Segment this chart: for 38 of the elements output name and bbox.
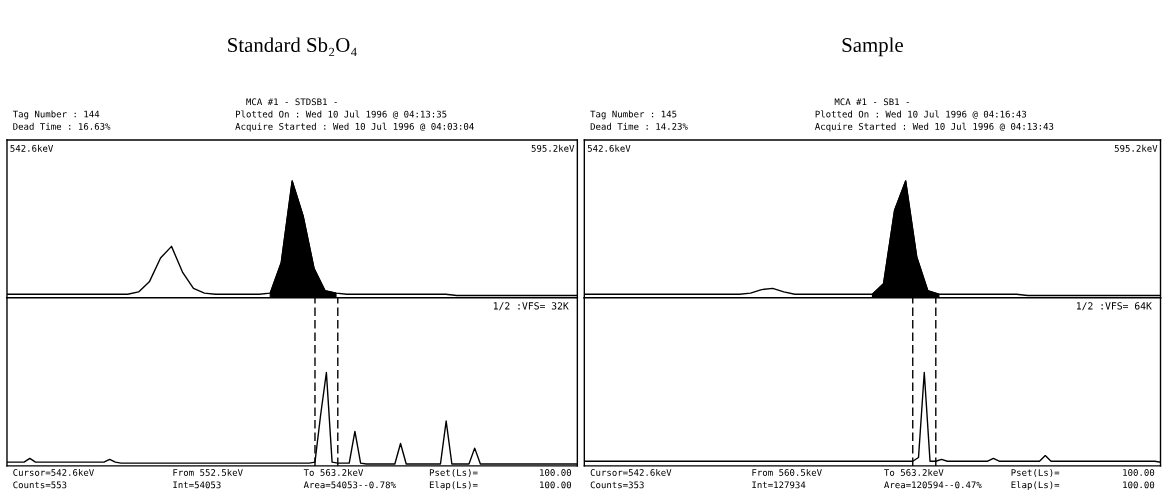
text: Cursor=542.6keV [13,468,94,476]
text: Elap(Ls)= [429,481,478,490]
text: Tag Number : 144 [12,110,100,120]
text: To 563.2keV [303,468,364,476]
text: Cursor=542.6keV [590,468,672,476]
text: Elap(Ls)= [1011,481,1060,490]
text: From 560.5keV [752,468,822,476]
text: Acquire Started : Wed 10 Jul 1996 @ 04:13:43 [814,122,1054,132]
text: Acquire Started : Wed 10 Jul 1996 @ 04:03:04 [235,122,474,132]
text: 100.00 [1123,481,1155,489]
text: Plotted On : Wed 10 Jul 1996 @ 04:16:43 [815,110,1027,119]
text: 542.6keV [10,144,54,152]
text: Int=127934 [752,481,806,489]
chart-title: Sample [842,37,903,57]
text: Int=54053 [173,481,221,489]
text: Counts=553 [13,481,67,489]
text: Area=120594--0.47% [884,481,982,489]
text: Tag Number : 145 [590,110,677,120]
text: 1/2 :VFS= 32K [493,302,569,311]
text: MCA #1 - SB1 - [834,98,909,106]
text: 1/2 :VFS= 64K [1076,302,1152,311]
text: Dead Time : 16.63% [13,122,111,130]
text: Pset(Ls)= [1011,468,1060,477]
text: 100.00 [1123,469,1155,476]
chart-title: Standard Sb₂O₄ [228,37,357,57]
text: Counts=353 [590,481,644,489]
text: 100.00 [540,469,572,476]
text: Dead Time : 14.23% [590,122,688,130]
text: 100.00 [540,481,572,489]
text: Area=54053--0.78% [303,481,396,489]
text: From 552.5keV [173,468,243,476]
text: Pset(Ls)= [429,468,478,477]
text: 595.2keV [531,144,575,152]
text: Plotted On : Wed 10 Jul 1996 @ 04:13:35 [236,110,447,119]
text: To 563.2keV [884,468,944,476]
text: MCA #1 - STDSB1 - [246,98,337,106]
text: 542.6keV [587,144,631,152]
text: 595.2keV [1114,144,1158,152]
